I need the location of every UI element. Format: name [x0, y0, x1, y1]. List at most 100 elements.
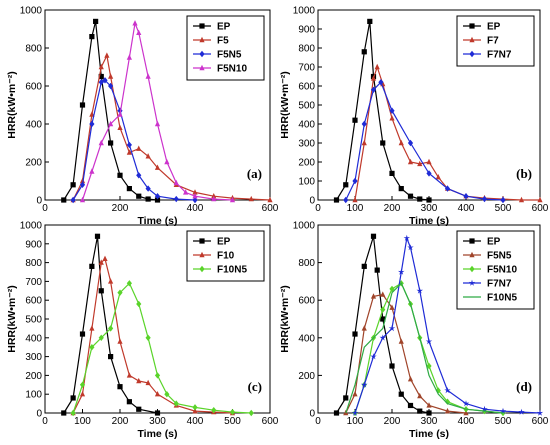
y-tick-label: 1000: [20, 6, 43, 17]
data-point: [374, 267, 380, 273]
panel-label: (a): [247, 166, 262, 181]
chart-panel: 0 200 400 600 800 1000 0 100 200 300 400 500 600 Time…: [279, 221, 549, 441]
legend-swatch-marker: [468, 279, 476, 286]
data-point: [98, 288, 104, 294]
x-tick-label: 0: [42, 203, 48, 214]
data-point: [117, 124, 123, 130]
data-point: [173, 179, 179, 186]
x-tick-label: 500: [495, 203, 512, 214]
data-point: [93, 18, 99, 24]
data-point: [117, 172, 123, 178]
data-point: [145, 73, 151, 79]
y-tick-label: 600: [298, 82, 315, 93]
data-point: [370, 233, 377, 239]
legend-swatch-marker: [199, 50, 205, 58]
legend: EP F10 F10N5: [186, 230, 265, 282]
chart-panel: 0 100 200 300 400 500 600 700 800 900 1000 0 100 200 3…: [279, 6, 549, 228]
data-point: [361, 381, 368, 388]
y-tick-label: 300: [25, 352, 42, 363]
data-point: [407, 402, 414, 409]
x-axis-label: Time (s): [137, 215, 177, 227]
data-point: [361, 263, 367, 269]
x-tick-label: 500: [495, 416, 512, 427]
y-tick-label: 300: [298, 139, 315, 150]
data-point: [126, 186, 132, 192]
data-point: [444, 398, 451, 405]
data-point: [145, 379, 151, 386]
data-point: [126, 372, 132, 378]
data-point: [374, 63, 380, 70]
y-tick-label: 0: [36, 196, 42, 207]
data-point: [154, 193, 161, 200]
y-tick-label: 0: [309, 196, 315, 207]
y-tick-label: 700: [298, 63, 315, 74]
legend-swatch-marker: [469, 36, 475, 43]
data-point: [136, 193, 142, 199]
data-point: [407, 193, 414, 199]
data-point: [389, 285, 395, 293]
data-point: [108, 73, 114, 79]
data-point: [389, 107, 395, 114]
data-point: [417, 196, 423, 202]
data-point: [126, 149, 132, 155]
data-point: [361, 325, 367, 331]
data-point: [343, 395, 349, 401]
series-f5: [70, 52, 273, 203]
data-point: [61, 197, 67, 203]
series-f10n5: [345, 282, 504, 414]
data-point: [380, 140, 386, 146]
data-point: [388, 325, 396, 332]
legend: EP F7 F7N7: [456, 15, 535, 67]
y-tick-label: 700: [25, 277, 42, 288]
data-point: [108, 278, 114, 284]
data-point: [126, 399, 132, 405]
x-tick-label: 200: [384, 203, 401, 214]
data-point: [361, 139, 367, 146]
y-tick-label: 600: [25, 82, 42, 93]
x-tick-label: 400: [187, 416, 204, 427]
data-point: [136, 377, 142, 384]
y-tick-label: 900: [25, 239, 42, 250]
data-point: [370, 353, 377, 360]
y-tick-label: 900: [298, 25, 315, 36]
data-point: [417, 160, 423, 167]
x-tick-label: 600: [532, 416, 549, 427]
data-point: [367, 18, 373, 24]
data-point: [126, 280, 132, 287]
y-tick-label: 400: [298, 120, 315, 131]
series-line: [345, 282, 504, 414]
y-tick-label: 100: [25, 390, 42, 401]
x-tick-label: 0: [315, 203, 321, 214]
data-point: [70, 196, 76, 204]
y-tick-label: 500: [298, 101, 315, 112]
data-point: [370, 293, 377, 299]
data-point: [79, 381, 86, 388]
data-point: [462, 400, 470, 407]
data-point: [389, 170, 395, 176]
series-ep: [333, 233, 432, 416]
data-point: [380, 291, 386, 297]
y-tick-label: 800: [298, 44, 315, 55]
legend-label: F10N5: [487, 293, 517, 304]
data-point: [89, 168, 95, 174]
data-point: [79, 196, 86, 203]
data-point: [389, 304, 395, 310]
x-tick-label: 300: [421, 416, 438, 427]
x-tick-label: 600: [262, 203, 279, 214]
data-point: [136, 172, 142, 179]
data-point: [70, 409, 76, 417]
series-line: [345, 81, 504, 201]
data-point: [537, 196, 543, 203]
data-point: [145, 334, 151, 341]
legend-swatch-marker: [199, 36, 205, 43]
data-point: [183, 189, 189, 195]
data-point: [98, 139, 104, 146]
data-point: [136, 145, 142, 151]
data-point: [136, 300, 142, 308]
y-tick-label: 0: [309, 409, 315, 420]
data-point: [104, 52, 110, 58]
x-tick-label: 200: [384, 416, 401, 427]
x-axis-label: Time (s): [409, 215, 449, 227]
y-tick-label: 800: [25, 258, 42, 269]
data-point: [108, 82, 114, 90]
